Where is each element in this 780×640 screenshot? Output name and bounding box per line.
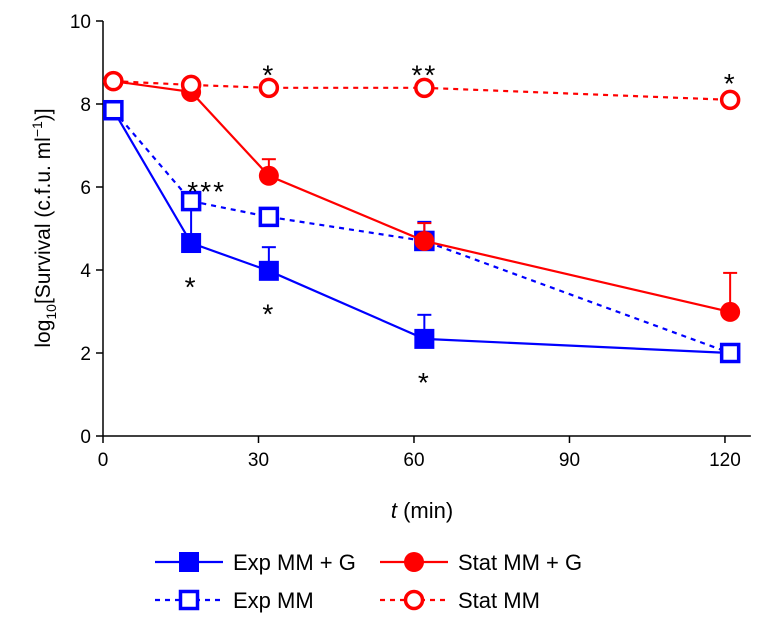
data-point (258, 77, 280, 99)
data-point (258, 260, 279, 281)
legend-label: Exp MM + G (233, 550, 356, 575)
y-tick-label: 0 (80, 427, 91, 448)
x-tick-label: 60 (403, 450, 424, 471)
data-point (719, 89, 741, 111)
significance-marker: * (262, 60, 275, 91)
y-tick-label: 10 (70, 12, 91, 33)
legend-marker (179, 552, 199, 572)
data-point (414, 77, 435, 99)
significance-marker: * (724, 68, 737, 99)
legend-label: Stat MM + G (458, 550, 582, 575)
data-point (181, 233, 202, 254)
y-tick-label: 6 (80, 178, 91, 199)
x-tick-label: 30 (248, 450, 269, 471)
series-stat-mm-g (103, 71, 741, 322)
data-point (719, 342, 741, 364)
legend-label: Exp MM (233, 588, 314, 613)
data-point (180, 190, 202, 212)
x-tick-label: 90 (559, 450, 580, 471)
series-group (103, 70, 741, 364)
x-tick-label: 120 (709, 450, 741, 471)
x-tick-label: 0 (98, 450, 109, 471)
y-tick-label: 2 (80, 344, 91, 365)
legend: Exp MM + G Exp MM Stat MM + G Stat MM (155, 550, 582, 613)
data-point (720, 301, 741, 322)
data-point (180, 74, 202, 96)
data-point (414, 328, 435, 349)
data-point (103, 99, 124, 121)
series-line (112, 109, 731, 355)
axes: 0 2 4 6 8 10 0 30 60 90 120 (70, 12, 751, 471)
legend-marker (403, 589, 425, 611)
annotations: * ** ******* (185, 60, 737, 398)
legend-item: Stat MM (380, 588, 540, 613)
data-point (414, 230, 435, 251)
legend-label: Stat MM (458, 588, 540, 613)
series-stat-mm (103, 70, 741, 111)
legend-item: Exp MM + G (155, 550, 356, 575)
significance-marker: * (185, 271, 198, 302)
data-point (258, 206, 280, 228)
data-point (103, 70, 124, 92)
significance-marker: *** (187, 176, 226, 207)
legend-marker (178, 589, 200, 611)
legend-item: Stat MM + G (380, 550, 582, 575)
y-tick-label: 8 (80, 95, 91, 116)
y-tick-label: 4 (80, 261, 91, 282)
significance-marker: ** (411, 60, 437, 91)
legend-item: Exp MM (155, 588, 314, 613)
x-axis-label: t (min) (391, 498, 453, 523)
significance-marker: * (418, 367, 431, 398)
data-point (258, 165, 279, 186)
series-line (113, 80, 731, 101)
significance-marker: * (262, 298, 275, 329)
legend-marker (404, 552, 424, 572)
y-axis-label: log10[Survival (c.f.u. ml−1)] (29, 108, 59, 347)
